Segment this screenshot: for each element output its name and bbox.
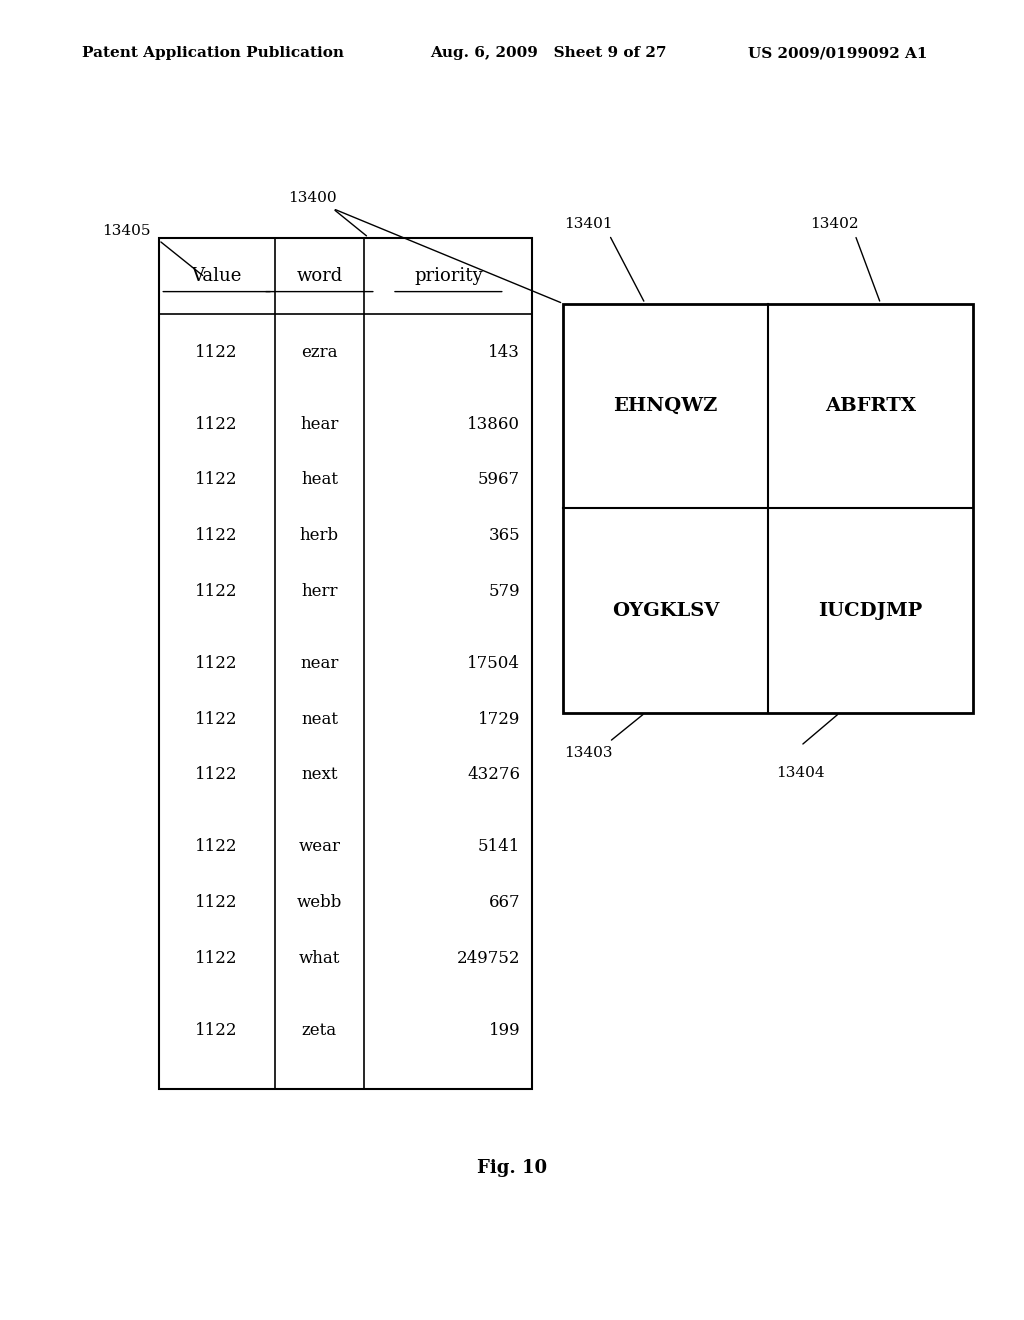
Text: 1122: 1122 [196,471,238,488]
Text: 5141: 5141 [478,838,520,855]
Text: 13403: 13403 [564,746,613,760]
Text: IUCDJMP: IUCDJMP [818,602,923,619]
Text: 1122: 1122 [196,416,238,433]
Text: 1122: 1122 [196,894,238,911]
Text: zeta: zeta [302,1022,337,1039]
Text: 13860: 13860 [467,416,520,433]
Text: 13404: 13404 [776,766,824,780]
Text: 43276: 43276 [467,767,520,783]
FancyBboxPatch shape [563,304,973,713]
Text: OYGKLSV: OYGKLSV [612,602,719,619]
Text: ABFRTX: ABFRTX [825,397,915,414]
Text: Fig. 10: Fig. 10 [477,1159,547,1177]
Text: 1729: 1729 [478,710,520,727]
Text: near: near [300,655,339,672]
Text: 1122: 1122 [196,710,238,727]
Text: Value: Value [191,267,242,285]
Text: wear: wear [298,838,340,855]
Text: heat: heat [301,471,338,488]
Text: 667: 667 [488,894,520,911]
Text: 1122: 1122 [196,838,238,855]
Text: ezra: ezra [301,343,338,360]
Text: 5967: 5967 [478,471,520,488]
Text: webb: webb [297,894,342,911]
Text: neat: neat [301,710,338,727]
Text: 1122: 1122 [196,1022,238,1039]
Text: 13401: 13401 [564,216,613,231]
Text: EHNQWZ: EHNQWZ [613,397,718,414]
Text: 1122: 1122 [196,527,238,544]
Text: Patent Application Publication: Patent Application Publication [82,46,344,61]
Text: next: next [301,767,338,783]
Text: 1122: 1122 [196,767,238,783]
FancyBboxPatch shape [159,238,532,1089]
Text: Aug. 6, 2009   Sheet 9 of 27: Aug. 6, 2009 Sheet 9 of 27 [430,46,667,61]
Text: priority: priority [414,267,482,285]
Text: 1122: 1122 [196,583,238,599]
Text: 1122: 1122 [196,950,238,966]
Text: 13400: 13400 [288,190,337,205]
Text: 1122: 1122 [196,655,238,672]
Text: 17504: 17504 [467,655,520,672]
Text: 365: 365 [488,527,520,544]
Text: what: what [299,950,340,966]
Text: 249752: 249752 [457,950,520,966]
Text: 13405: 13405 [102,223,151,238]
Text: word: word [296,267,343,285]
Text: herb: herb [300,527,339,544]
Text: 579: 579 [488,583,520,599]
Text: 1122: 1122 [196,343,238,360]
Text: hear: hear [300,416,339,433]
Text: 13402: 13402 [810,216,859,231]
Text: US 2009/0199092 A1: US 2009/0199092 A1 [748,46,927,61]
Text: herr: herr [301,583,338,599]
Text: 143: 143 [488,343,520,360]
Text: 199: 199 [488,1022,520,1039]
